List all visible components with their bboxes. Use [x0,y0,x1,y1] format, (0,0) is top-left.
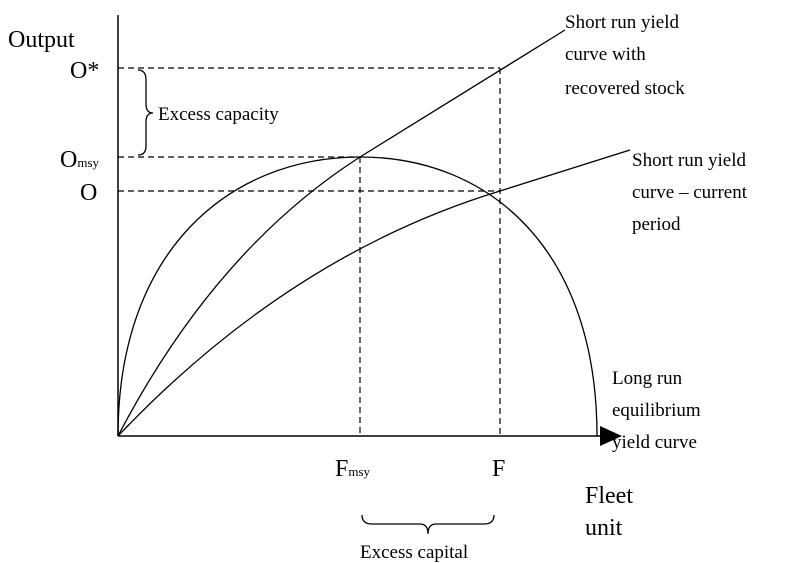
curve-label: Short run yield [565,12,679,33]
recovered-curve [117,29,566,437]
capacity-brace [137,69,154,156]
label-sub: msy [348,464,370,479]
x-level-label: Fmsy [335,456,371,482]
y-level-label: O* [70,58,99,84]
annotation: Excess capital [360,542,468,563]
current-curve [117,149,631,437]
label-main: O [60,147,77,173]
y-level-label: O [80,180,97,206]
label-main: F [335,456,348,482]
y-axis-label: Output [8,27,75,53]
curve-label: Short run yield [632,150,746,171]
capital-brace [361,514,495,535]
x-axis-label: unit [585,515,623,541]
x-axis-arrow [600,426,622,446]
curve-label: equilibrium [612,400,701,421]
guide-lines [118,67,501,436]
curve-label: Long run [612,368,683,389]
annotation: Excess capacity [158,104,279,125]
curve-label: curve – current [632,182,748,203]
curve-label: recovered stock [565,78,685,99]
label-sub: msy [77,155,99,170]
curve-label: yield curve [612,432,697,453]
y-level-label: Omsy [60,147,100,173]
x-level-label: F [492,456,505,482]
long-run-curve [117,156,598,437]
curve-label: period [632,214,681,235]
x-axis-label: Fleet [585,483,633,509]
curve-label: curve with [565,44,646,65]
